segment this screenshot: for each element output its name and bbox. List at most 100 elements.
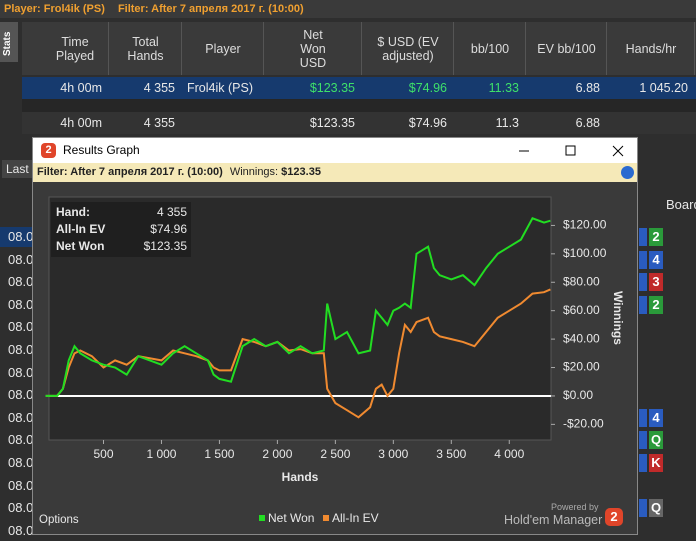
column-header: $ USD (EV adjusted) bbox=[363, 22, 454, 75]
info-value: $123.35 bbox=[144, 239, 188, 253]
close[interactable] bbox=[612, 145, 624, 157]
x-tick-label: 1 500 bbox=[204, 447, 234, 461]
info-label: Hand: bbox=[56, 205, 90, 219]
card: Q bbox=[649, 431, 663, 450]
column-header: Player bbox=[183, 22, 264, 75]
cell: 4h 00m bbox=[60, 116, 102, 130]
card-edge bbox=[639, 431, 647, 450]
date-cell: 08.0 bbox=[8, 274, 34, 290]
y-tick-label: $60.00 bbox=[563, 303, 600, 317]
date-cell: 08.0 bbox=[0, 227, 33, 247]
window-controls bbox=[519, 145, 624, 157]
y-tick-label: $80.00 bbox=[563, 274, 600, 288]
date-cell: 08.0 bbox=[8, 251, 34, 267]
cell: 11.33 bbox=[488, 81, 519, 95]
cell: 1 045.20 bbox=[639, 81, 688, 95]
table-header: Time Played Total Hands Player Net Won USD $… bbox=[22, 22, 696, 75]
cell: $74.96 bbox=[408, 116, 447, 130]
chart: 500 1 000 1 500 2 000 2 500 3 000 3 500 4 000 $1… bbox=[45, 196, 625, 525]
date-cell: 08.0 bbox=[8, 387, 34, 403]
date-cell: 08.0 bbox=[8, 364, 34, 380]
column-header: EV bb/100 bbox=[527, 22, 607, 75]
info-value: $74.96 bbox=[150, 222, 187, 236]
stats-tab[interactable]: Stats bbox=[0, 22, 18, 62]
filter: Filter: After 7 апреля 2017 г. (10:00) bbox=[117, 3, 304, 15]
cell: 6.88 bbox=[575, 81, 600, 95]
x-tick-label: 1 000 bbox=[146, 447, 176, 461]
date-cell: 08.0 bbox=[8, 455, 34, 470]
info-label: Net Won bbox=[56, 239, 104, 253]
x-tick-label: 3 500 bbox=[436, 447, 466, 461]
info-box bbox=[51, 202, 191, 257]
date-cell: 08.0 bbox=[8, 342, 34, 357]
x-tick-label: 2 000 bbox=[262, 447, 292, 461]
help-icon[interactable] bbox=[621, 166, 634, 179]
legend-swatch bbox=[259, 515, 265, 521]
cell: $74.96 bbox=[408, 81, 447, 95]
x-tick-label: 2 500 bbox=[320, 447, 350, 461]
results-graph-window: 2 Results Graph Filter: After 7 апреля 2… bbox=[32, 137, 638, 535]
card-edge bbox=[639, 295, 647, 314]
y-tick-label: $120.00 bbox=[563, 218, 607, 232]
column-header: Time Played bbox=[42, 22, 109, 75]
y-tick-label: $0.00 bbox=[563, 388, 593, 402]
stats-tab-label: Stats bbox=[2, 31, 13, 56]
summary-row: 4h 00m 4 355 $123.35 $74.96 11.3 6.88 bbox=[22, 112, 696, 134]
card: 3 bbox=[649, 273, 663, 292]
filter-bar: Filter: After 7 апреля 2017 г. (10:00) W… bbox=[33, 163, 637, 182]
header-bar: Player: Frol4ik (PS) Filter: After 7 апр… bbox=[0, 0, 696, 18]
date-cell: 08.0 bbox=[8, 409, 34, 425]
winnings-label: Winnings: bbox=[229, 166, 279, 178]
date-cell: 08.0 bbox=[8, 477, 34, 493]
cell: 6.88 bbox=[575, 116, 600, 130]
date-cell: 08.0 bbox=[8, 319, 34, 335]
brand: Hold'em Manager bbox=[504, 513, 603, 527]
y-tick-label: $100.00 bbox=[563, 246, 607, 260]
last-tab[interactable]: Last bbox=[2, 160, 32, 178]
card: Q bbox=[649, 499, 663, 518]
legend-swatch bbox=[323, 515, 329, 521]
card-edge bbox=[639, 499, 647, 518]
card-edge bbox=[639, 273, 647, 292]
y-tick-label: $40.00 bbox=[563, 331, 600, 345]
table-row[interactable]: 4h 00m 4 355 Frol4ik (PS) $123.35 $74.96 11.3… bbox=[22, 77, 696, 99]
board-header: Board bbox=[666, 197, 696, 212]
x-axis-title: Hands bbox=[282, 470, 319, 484]
x-tick-label: 4 000 bbox=[494, 447, 524, 461]
series-line bbox=[45, 288, 551, 419]
card: 2 bbox=[649, 295, 663, 314]
card-edge bbox=[639, 250, 647, 269]
app-logo: 2 bbox=[41, 143, 56, 158]
y-tick-label: -$20.00 bbox=[563, 417, 604, 431]
options-button[interactable]: Options bbox=[39, 514, 79, 526]
brand-logo: 2 bbox=[605, 508, 623, 526]
legend-label: All-In EV bbox=[332, 511, 379, 525]
series-line bbox=[45, 217, 551, 397]
column-header: bb/100 bbox=[455, 22, 526, 75]
column-header: Net Won USD bbox=[265, 22, 362, 75]
date-cell: 08.0 bbox=[8, 500, 34, 516]
winnings-value: $123.35 bbox=[281, 166, 321, 178]
cell: 4 355 bbox=[143, 116, 175, 130]
date-cell: 08.0 bbox=[8, 432, 34, 448]
separator bbox=[22, 99, 696, 112]
cell: Frol4ik (PS) bbox=[187, 81, 253, 95]
card-edge bbox=[639, 454, 647, 472]
legend-label: Net Won bbox=[268, 511, 314, 525]
date-cell: 08.0 bbox=[8, 522, 34, 538]
card: 2 bbox=[649, 228, 663, 246]
info-value: 4 355 bbox=[157, 205, 187, 219]
card-edge bbox=[639, 228, 647, 246]
player: Player: Frol4ik (PS) bbox=[4, 3, 105, 15]
cell: $123.35 bbox=[309, 116, 355, 130]
cell: 11.3 bbox=[495, 116, 519, 130]
title-bar: 2 Results Graph bbox=[33, 138, 637, 163]
window-filter: Filter: After 7 апреля 2017 г. (10:00) bbox=[37, 166, 223, 178]
column-header: Hands/hr bbox=[608, 22, 695, 75]
maximize[interactable] bbox=[565, 145, 576, 156]
card: K bbox=[649, 454, 663, 472]
window-title: Results Graph bbox=[63, 143, 140, 157]
y-axis-title: Winnings bbox=[611, 291, 625, 345]
powered-by: Powered by bbox=[551, 502, 599, 512]
